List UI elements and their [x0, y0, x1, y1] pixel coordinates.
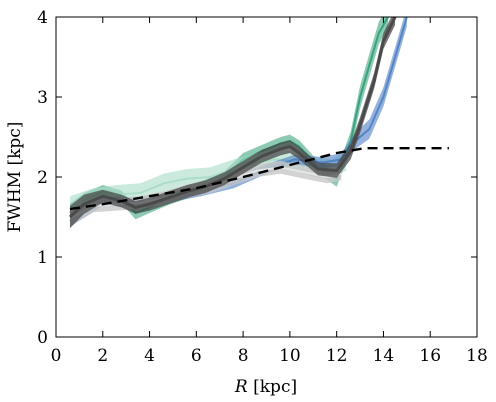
y-tick-label: 3 [37, 88, 48, 108]
x-tick-label: 14 [373, 346, 395, 366]
series-gray-band-line [68, 17, 397, 219]
y-tick-label: 4 [37, 8, 48, 28]
x-tick-label: 0 [51, 346, 62, 366]
x-tick-label: 4 [144, 346, 155, 366]
x-tick-label: 6 [191, 346, 202, 366]
y-tick-label: 1 [37, 248, 48, 268]
x-axis-label: R [kpc] [234, 377, 297, 397]
x-axis-label-unit: [kpc] [248, 377, 297, 397]
x-tick-label: 16 [419, 346, 441, 366]
series-light-gray-band [70, 161, 342, 227]
x-tick-label: 12 [326, 346, 348, 366]
x-tick-label: 8 [238, 346, 249, 366]
series-model-dashed-line [69, 147, 449, 211]
x-tick-label: 18 [466, 346, 488, 366]
y-tick-label: 0 [37, 328, 48, 348]
plot-frame [55, 16, 478, 338]
x-tick-label: 2 [97, 346, 108, 366]
x-axis-label-var: R [234, 377, 248, 397]
x-tick-label: 10 [279, 346, 301, 366]
series-layer [68, 17, 449, 229]
y-axis-label: FWHM [kpc] [5, 122, 25, 233]
y-tick-label: 2 [37, 168, 48, 188]
series-gray-band [70, 17, 396, 229]
